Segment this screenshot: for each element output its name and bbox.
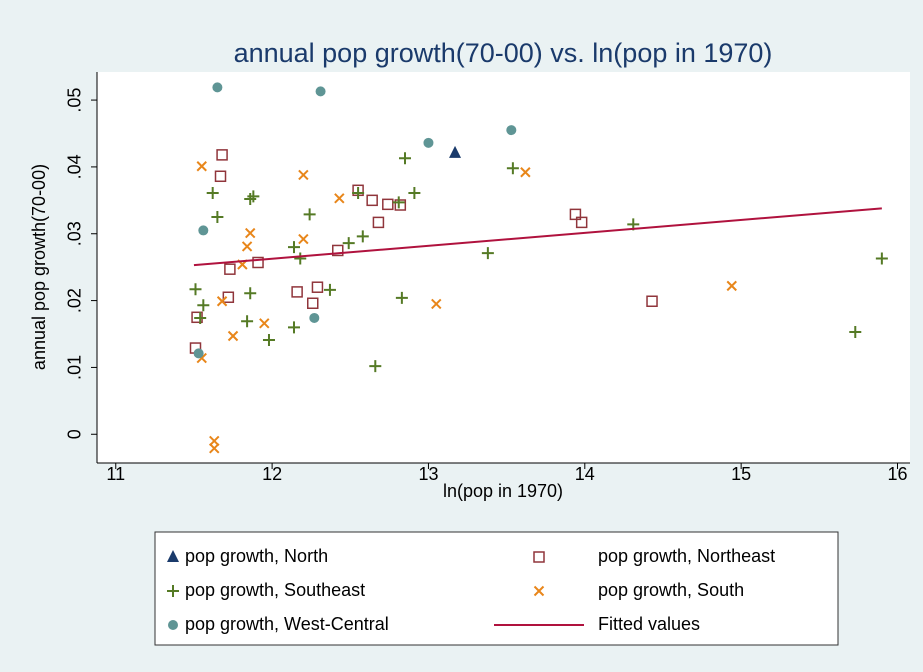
- point: [259, 318, 270, 329]
- legend-label: pop growth, Southeast: [185, 580, 365, 600]
- point: [298, 233, 309, 245]
- chart-title: annual pop growth(70-00) vs. ln(pop in 1…: [234, 38, 773, 68]
- legend-key: [533, 585, 545, 597]
- point: [294, 252, 307, 265]
- legend-label: pop growth, North: [185, 546, 328, 566]
- point: [206, 186, 219, 199]
- x-tick-label: 14: [575, 464, 595, 484]
- point: [244, 287, 257, 300]
- point: [520, 167, 531, 178]
- point: [431, 298, 442, 310]
- point: [506, 162, 519, 175]
- point: [408, 186, 421, 199]
- point: [394, 199, 407, 211]
- point: [395, 291, 408, 304]
- x-axis-title: ln(pop in 1970): [443, 481, 563, 501]
- x-tick-label: 16: [887, 464, 907, 484]
- point: [291, 286, 303, 298]
- point: [323, 283, 336, 296]
- point: [449, 145, 462, 158]
- point: [194, 311, 207, 324]
- point: [227, 330, 239, 342]
- point: [189, 283, 202, 296]
- legend-label: pop growth, Northeast: [598, 546, 775, 566]
- point: [303, 208, 316, 221]
- point: [334, 193, 345, 204]
- legend-label: pop growth, West-Central: [185, 614, 389, 634]
- legend-label: Fitted values: [598, 614, 700, 634]
- point: [352, 186, 365, 199]
- point: [366, 194, 378, 207]
- point: [646, 295, 658, 308]
- point: [197, 299, 210, 312]
- point: [222, 291, 235, 303]
- point: [247, 190, 260, 203]
- point: [216, 296, 228, 307]
- point: [875, 252, 888, 265]
- point: [392, 196, 405, 209]
- y-tick-label: .04: [65, 154, 85, 179]
- point: [287, 241, 300, 254]
- legend-key: [167, 550, 179, 562]
- point: [241, 315, 254, 328]
- point: [726, 280, 737, 292]
- point: [252, 256, 264, 269]
- point: [241, 241, 253, 252]
- point: [287, 321, 300, 334]
- point: [196, 161, 207, 172]
- point: [849, 325, 862, 338]
- y-tick-label: .02: [65, 288, 85, 313]
- point: [506, 125, 517, 136]
- point: [311, 281, 324, 293]
- point: [356, 230, 369, 243]
- x-tick-label: 11: [106, 464, 125, 484]
- point: [307, 297, 319, 310]
- point: [399, 152, 412, 165]
- point: [332, 244, 344, 257]
- point: [198, 225, 209, 236]
- point: [209, 443, 220, 454]
- fitted-line: [193, 207, 882, 267]
- x-tick-label: 12: [262, 464, 282, 484]
- point: [372, 216, 385, 229]
- y-tick-label: .05: [65, 88, 85, 113]
- legend-key: [168, 620, 178, 630]
- point: [423, 137, 434, 148]
- point: [245, 227, 256, 239]
- point: [369, 360, 382, 373]
- point: [342, 237, 355, 250]
- y-tick-label: .01: [65, 355, 85, 380]
- y-tick-label: .03: [65, 221, 85, 246]
- point: [382, 198, 394, 211]
- legend: [154, 531, 839, 646]
- legend-label: pop growth, South: [598, 580, 744, 600]
- point: [298, 169, 309, 181]
- point: [214, 170, 227, 183]
- y-axis-title: annual pop growth(70-00): [29, 164, 49, 370]
- point: [212, 82, 223, 93]
- point: [575, 216, 588, 229]
- point: [569, 208, 582, 221]
- point: [315, 86, 326, 97]
- point: [224, 263, 236, 275]
- plot-area: [97, 72, 910, 463]
- x-tick-label: 13: [418, 464, 438, 484]
- point: [211, 211, 224, 224]
- point: [193, 348, 204, 359]
- point: [481, 247, 494, 260]
- legend-key: [167, 585, 179, 597]
- x-tick-label: 15: [731, 464, 751, 484]
- point: [309, 312, 320, 323]
- point: [262, 334, 275, 347]
- y-tick-label: 0: [65, 429, 85, 439]
- point: [216, 149, 228, 161]
- legend-key: [533, 551, 545, 563]
